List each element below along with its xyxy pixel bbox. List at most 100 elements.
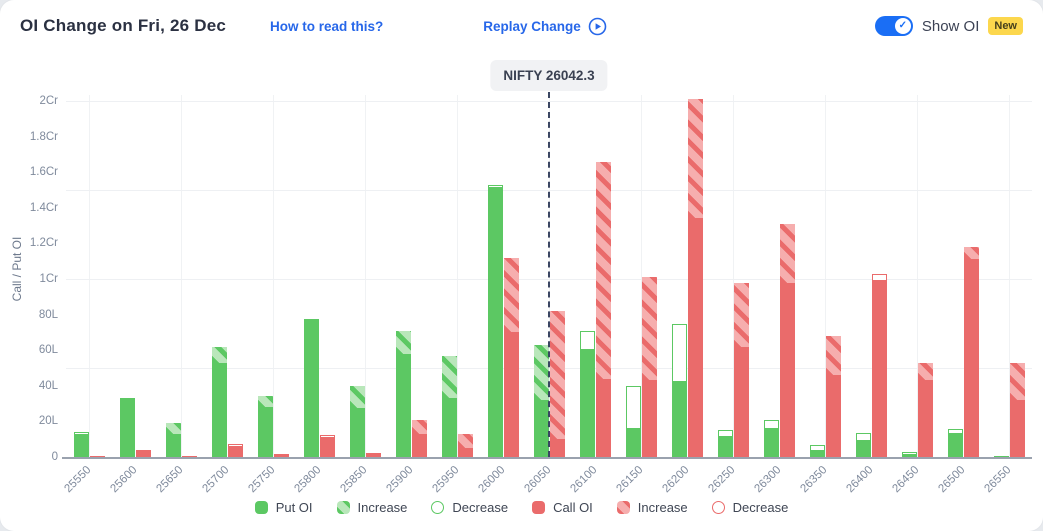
v-gridline bbox=[456, 95, 458, 457]
call-oi-bar-25950[interactable] bbox=[457, 448, 473, 457]
put-oi-increase-25850[interactable] bbox=[349, 385, 365, 409]
call-oi-bar-25800[interactable] bbox=[319, 438, 335, 457]
chart-legend: Put OI Increase Decrease Call OI Increase Dec… bbox=[0, 500, 1043, 515]
put-oi-bar-25750[interactable] bbox=[257, 407, 273, 457]
call-oi-bar-25900[interactable] bbox=[411, 433, 427, 457]
put-oi-bar-26250[interactable] bbox=[717, 437, 733, 457]
put-oi-bar-25950[interactable] bbox=[441, 398, 457, 457]
put-oi-bar-26400[interactable] bbox=[855, 440, 871, 457]
call-oi-bar-26000[interactable] bbox=[503, 332, 519, 457]
y-axis-tick-label: 1.8Cr bbox=[29, 130, 58, 143]
call-oi-bar-26100[interactable] bbox=[595, 378, 611, 457]
show-oi-label: Show OI bbox=[921, 17, 980, 35]
call-oi-increase-26350[interactable] bbox=[825, 335, 841, 376]
put-oi-bar-26550[interactable] bbox=[993, 456, 1009, 457]
call-oi-bar-26300[interactable] bbox=[779, 282, 795, 457]
legend-item-call-dec[interactable]: Decrease bbox=[711, 500, 789, 515]
put-oi-decrease-26150[interactable] bbox=[625, 385, 641, 429]
legend-item-call-solid[interactable]: Call OI bbox=[532, 500, 593, 515]
put-oi-decrease-26500[interactable] bbox=[947, 428, 963, 434]
call-oi-increase-26100[interactable] bbox=[595, 161, 611, 379]
put-oi-increase-25750[interactable] bbox=[257, 396, 273, 408]
legend-item-put-dec[interactable]: Decrease bbox=[431, 500, 508, 515]
call-oi-bar-25700[interactable] bbox=[227, 447, 243, 457]
call-oi-bar-26150[interactable] bbox=[641, 380, 657, 457]
call-oi-bar-26450[interactable] bbox=[917, 380, 933, 457]
put-oi-bar-26500[interactable] bbox=[947, 433, 963, 457]
call-oi-increase-25900[interactable] bbox=[411, 419, 427, 434]
call-oi-increase-26500[interactable] bbox=[963, 246, 979, 260]
put-oi-bar-25550[interactable] bbox=[73, 434, 89, 457]
call-oi-decrease-26400[interactable] bbox=[871, 273, 887, 281]
legend-put-dec-icon bbox=[431, 501, 445, 514]
replay-change-button[interactable]: Replay Change bbox=[483, 17, 607, 36]
replay-change-label: Replay Change bbox=[483, 18, 581, 34]
put-oi-increase-25900[interactable] bbox=[395, 330, 411, 354]
v-gridline bbox=[1008, 95, 1010, 457]
call-oi-increase-26450[interactable] bbox=[917, 362, 933, 381]
put-oi-bar-25850[interactable] bbox=[349, 408, 365, 457]
legend-label: Decrease bbox=[732, 500, 789, 515]
put-oi-increase-25950[interactable] bbox=[441, 355, 457, 399]
call-oi-increase-26200[interactable] bbox=[687, 99, 703, 219]
legend-call-inc-icon bbox=[616, 501, 630, 514]
legend-put-inc-icon bbox=[336, 501, 350, 514]
put-oi-increase-25700[interactable] bbox=[211, 346, 227, 363]
legend-label: Increase bbox=[357, 500, 408, 515]
put-oi-decrease-26100[interactable] bbox=[579, 330, 595, 351]
put-oi-bar-26050[interactable] bbox=[533, 400, 549, 457]
legend-item-put-solid[interactable]: Put OI bbox=[254, 500, 313, 515]
call-oi-increase-26250[interactable] bbox=[733, 282, 749, 347]
put-oi-bar-25900[interactable] bbox=[395, 353, 411, 457]
call-oi-bar-26350[interactable] bbox=[825, 375, 841, 457]
call-oi-increase-26150[interactable] bbox=[641, 277, 657, 381]
put-oi-decrease-26250[interactable] bbox=[717, 430, 733, 438]
call-oi-increase-26550[interactable] bbox=[1009, 362, 1025, 401]
legend-label: Call OI bbox=[553, 500, 593, 515]
v-gridline bbox=[916, 95, 918, 457]
put-oi-decrease-26000[interactable] bbox=[487, 185, 503, 189]
put-oi-decrease-25550[interactable] bbox=[73, 431, 89, 435]
call-oi-bar-25750[interactable] bbox=[273, 454, 289, 457]
call-oi-bar-26400[interactable] bbox=[871, 280, 887, 457]
put-oi-bar-25600[interactable] bbox=[119, 398, 135, 457]
put-oi-bar-26000[interactable] bbox=[487, 188, 503, 457]
put-oi-increase-26050[interactable] bbox=[533, 344, 549, 401]
call-oi-bar-25600[interactable] bbox=[135, 449, 151, 457]
put-oi-decrease-26200[interactable] bbox=[671, 323, 687, 383]
call-oi-decrease-25700[interactable] bbox=[227, 444, 243, 448]
call-oi-bar-25850[interactable] bbox=[365, 452, 381, 457]
put-oi-bar-25800[interactable] bbox=[303, 319, 319, 457]
put-oi-bar-25700[interactable] bbox=[211, 362, 227, 457]
put-oi-increase-25650[interactable] bbox=[165, 423, 181, 434]
call-oi-bar-25650[interactable] bbox=[181, 455, 197, 457]
call-oi-bar-25550[interactable] bbox=[89, 456, 105, 457]
put-oi-bar-26100[interactable] bbox=[579, 350, 595, 457]
put-oi-bar-26300[interactable] bbox=[763, 428, 779, 457]
put-oi-bar-26150[interactable] bbox=[625, 428, 641, 457]
put-oi-bar-25650[interactable] bbox=[165, 433, 181, 457]
put-oi-decrease-26400[interactable] bbox=[855, 432, 871, 441]
show-oi-toggle[interactable]: ✓ bbox=[874, 16, 913, 36]
call-oi-bar-26500[interactable] bbox=[963, 259, 979, 457]
call-oi-increase-26300[interactable] bbox=[779, 223, 795, 283]
call-oi-bar-26050[interactable] bbox=[549, 439, 565, 457]
legend-item-call-inc[interactable]: Increase bbox=[616, 500, 688, 515]
put-oi-bar-26350[interactable] bbox=[809, 450, 825, 457]
legend-item-put-inc[interactable]: Increase bbox=[336, 500, 408, 515]
how-to-read-link[interactable]: How to read this? bbox=[270, 18, 384, 34]
call-oi-increase-26000[interactable] bbox=[503, 257, 519, 333]
call-oi-bar-26200[interactable] bbox=[687, 218, 703, 457]
put-oi-decrease-26450[interactable] bbox=[901, 452, 917, 456]
call-oi-bar-26250[interactable] bbox=[733, 346, 749, 457]
call-oi-increase-26050[interactable] bbox=[549, 311, 565, 440]
v-gridline bbox=[732, 95, 734, 457]
call-oi-increase-25950[interactable] bbox=[457, 433, 473, 449]
call-oi-bar-26550[interactable] bbox=[1009, 400, 1025, 457]
put-oi-bar-26200[interactable] bbox=[671, 382, 687, 457]
put-oi-bar-26450[interactable] bbox=[901, 455, 917, 457]
put-oi-decrease-26350[interactable] bbox=[809, 445, 825, 451]
call-oi-decrease-25800[interactable] bbox=[319, 435, 335, 439]
nifty-price-label: NIFTY 26042.3 bbox=[490, 60, 608, 91]
put-oi-decrease-26300[interactable] bbox=[763, 419, 779, 429]
